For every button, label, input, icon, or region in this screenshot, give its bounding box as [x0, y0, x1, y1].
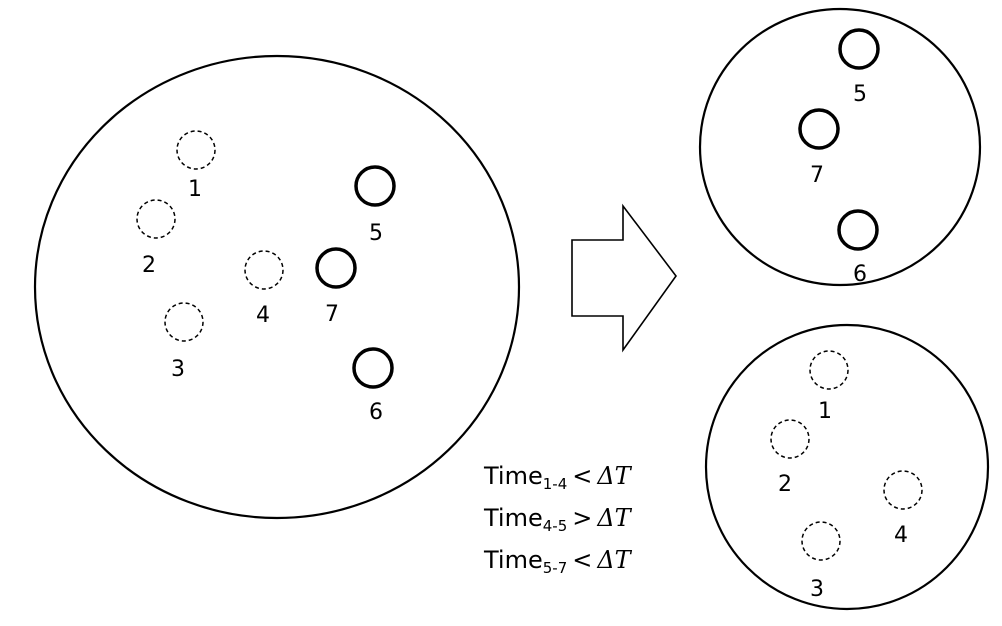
- left-point-5-label: 5: [369, 221, 383, 246]
- bottom-right-point-4-label: 4: [894, 523, 908, 548]
- bottom-right-point-4-dashed: [883, 470, 923, 510]
- bottom-right-cluster-boundary: [704, 323, 990, 611]
- left-point-3-dashed: [164, 302, 204, 342]
- left-point-6-solid: [352, 347, 394, 389]
- left-point-6-label: 6: [369, 400, 383, 425]
- condition-prefix: Time: [484, 462, 543, 490]
- condition-5-7: Time5-7 < ΔT: [484, 546, 631, 577]
- top-right-point-6-label: 6: [853, 262, 867, 287]
- condition-subscript: 4-5: [542, 517, 568, 535]
- bottom-right-point-1-label: 1: [818, 399, 832, 424]
- bottom-right-point-3-dashed: [801, 521, 841, 561]
- condition-delta: ΔT: [597, 504, 631, 532]
- condition-prefix: Time: [484, 504, 543, 532]
- condition-operator: >: [572, 504, 593, 532]
- top-right-point-7-label: 7: [810, 163, 824, 188]
- bottom-right-point-3-label: 3: [810, 577, 824, 602]
- left-point-5-solid: [354, 165, 396, 207]
- left-point-1-label: 1: [188, 177, 202, 202]
- left-point-7-label: 7: [325, 302, 339, 327]
- top-right-cluster-boundary: [698, 7, 982, 287]
- condition-subscript: 5-7: [542, 559, 568, 577]
- left-point-4-dashed: [244, 250, 284, 290]
- left-point-7-solid: [315, 247, 357, 289]
- condition-1-4: Time1-4 < ΔT: [484, 462, 631, 493]
- bottom-right-point-2-label: 2: [778, 472, 792, 497]
- bottom-right-point-1-dashed: [809, 350, 849, 390]
- left-point-2-label: 2: [142, 253, 156, 278]
- left-cluster-boundary: [33, 54, 521, 520]
- top-right-point-5-label: 5: [853, 82, 867, 107]
- condition-operator: <: [572, 462, 593, 490]
- top-right-point-7-solid: [798, 108, 840, 150]
- condition-operator: <: [572, 546, 593, 574]
- transition-arrow: [571, 203, 677, 353]
- condition-delta: ΔT: [597, 546, 631, 574]
- bottom-right-point-2-dashed: [770, 419, 810, 459]
- left-point-4-label: 4: [256, 303, 270, 328]
- condition-4-5: Time4-5 > ΔT: [484, 504, 631, 535]
- condition-subscript: 1-4: [542, 475, 568, 493]
- condition-prefix: Time: [484, 546, 543, 574]
- top-right-point-5-solid: [838, 28, 880, 70]
- left-point-3-label: 3: [171, 357, 185, 382]
- condition-delta: ΔT: [597, 462, 631, 490]
- left-point-1-dashed: [176, 130, 216, 170]
- top-right-point-6-solid: [837, 209, 879, 251]
- left-point-2-dashed: [136, 199, 176, 239]
